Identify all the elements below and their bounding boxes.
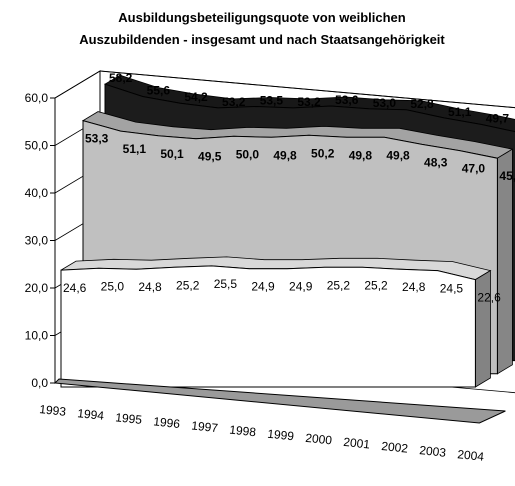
y-tick-label: 0,0	[31, 376, 48, 390]
data-label: 45,4	[499, 169, 515, 183]
y-tick-label: 20,0	[25, 281, 49, 295]
data-label: 49,5	[198, 150, 222, 164]
data-label: 24,9	[289, 280, 313, 294]
x-tick-label: 1999	[267, 427, 295, 444]
gridline	[54, 70, 515, 109]
data-label: 24,9	[251, 280, 275, 294]
x-axis: 1993 1994 1995 1996 1997 1998 1999 2000 2001 2002…	[39, 402, 485, 464]
data-label: 47,0	[462, 162, 486, 176]
data-label: 24,5	[440, 282, 464, 296]
data-label: 25,2	[327, 278, 351, 292]
data-label: 49,8	[349, 148, 373, 162]
series-end-face	[474, 269, 491, 388]
data-label: 49,8	[273, 148, 297, 162]
chart-floor	[53, 378, 506, 424]
data-label: 50,0	[236, 147, 260, 161]
chart-title: Ausbildungsbeteiligungsquote von weiblic…	[79, 10, 445, 47]
data-label: 24,8	[138, 280, 162, 294]
data-label: 24,6	[63, 281, 87, 295]
data-label: 54,2	[184, 90, 208, 104]
y-axis: 0,0 10,0 20,0 30,0 40,0 50,0 60,0	[25, 91, 56, 390]
data-label: 25,2	[364, 278, 388, 292]
data-label: 53,0	[373, 96, 397, 110]
data-label: 55,6	[147, 84, 171, 98]
data-label: 24,8	[402, 280, 426, 294]
x-tick-label: 1993	[39, 402, 67, 419]
data-label: 53,5	[260, 93, 284, 107]
y-tick-label: 60,0	[25, 91, 49, 105]
x-tick-label: 1994	[77, 406, 105, 423]
data-label: 53,6	[335, 93, 359, 107]
y-tick-label: 10,0	[25, 329, 49, 343]
series-layer	[60, 74, 515, 388]
data-label: 50,2	[311, 146, 335, 160]
data-label: 22,6	[477, 291, 501, 305]
chart-title-line: Auszubildenden - insgesamt und nach Staa…	[79, 32, 445, 47]
data-label: 53,2	[222, 95, 246, 109]
y-tick-label: 40,0	[25, 186, 49, 200]
x-tick-label: 2002	[381, 439, 409, 456]
x-tick-label: 2001	[343, 435, 371, 452]
x-tick-label: 1997	[191, 418, 219, 435]
data-label: 25,5	[214, 277, 238, 291]
data-label: 49,7	[486, 112, 510, 126]
data-labels: 58,2 55,6 54,2 53,2 53,5 53,2 53,6 53,0 52,8 51,1…	[63, 71, 515, 305]
x-tick-label: 1998	[229, 423, 257, 440]
x-tick-label: 2000	[305, 431, 333, 448]
data-label: 53,3	[85, 132, 109, 146]
x-tick-label: 2004	[457, 447, 485, 464]
floor-edge	[53, 378, 506, 424]
x-tick-label: 1996	[153, 414, 181, 431]
data-label: 25,0	[101, 279, 125, 293]
chart-title-line: Ausbildungsbeteiligungsquote von weiblic…	[118, 10, 406, 25]
data-label: 51,1	[448, 105, 472, 119]
y-tick-label: 50,0	[25, 139, 49, 153]
y-tick-label: 30,0	[25, 234, 49, 248]
data-label: 50,1	[160, 147, 184, 161]
data-label: 49,8	[386, 148, 410, 162]
series-front-face	[60, 265, 476, 388]
data-label: 52,8	[410, 97, 434, 111]
data-label: 25,2	[176, 278, 200, 292]
x-tick-label: 1995	[115, 410, 143, 427]
data-label: 48,3	[424, 155, 448, 169]
data-label: 58,2	[109, 71, 133, 85]
series-3	[60, 256, 492, 388]
data-label: 51,1	[123, 142, 147, 156]
data-label: 53,2	[297, 95, 321, 109]
x-tick-label: 2003	[419, 443, 447, 460]
